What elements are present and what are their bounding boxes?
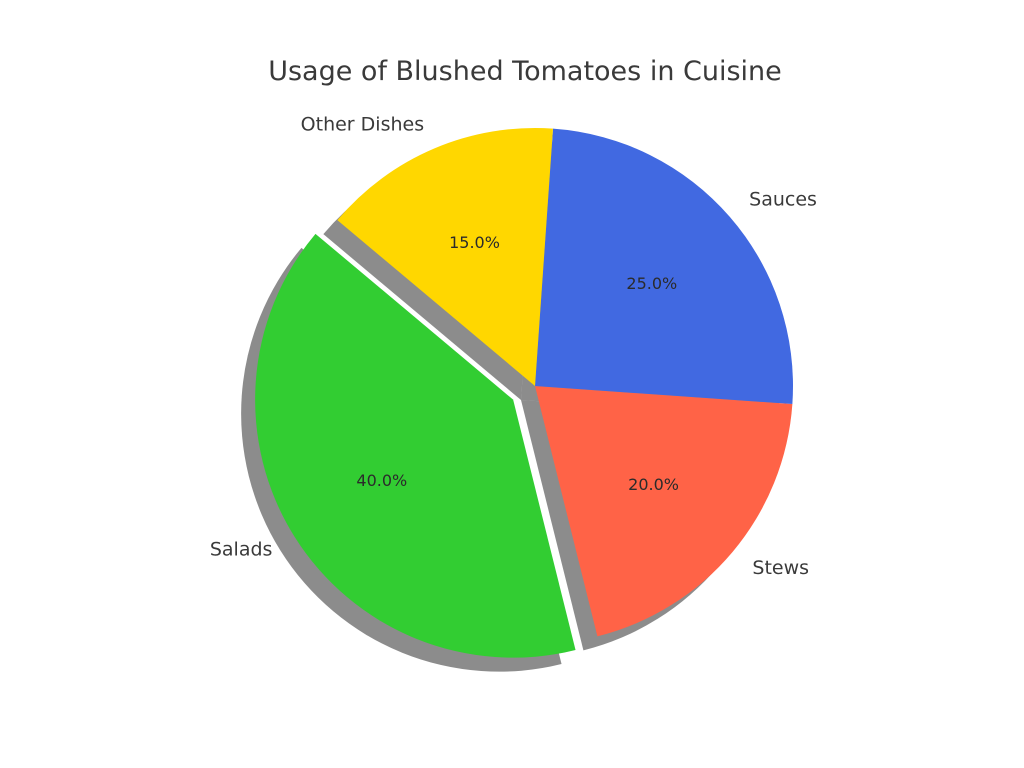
slice-layer [255,128,793,658]
slice-percent-sauces: 25.0% [626,274,677,293]
slice-stews [535,386,793,637]
slice-percent-salads: 40.0% [356,471,407,490]
slice-other-dishes [337,128,553,386]
slice-label-sauces: Sauces [749,188,817,210]
chart-title: Usage of Blushed Tomatoes in Cuisine [268,56,782,87]
slice-percent-stews: 20.0% [628,475,679,494]
slice-sauces [535,128,793,404]
slice-label-stews: Stews [752,557,809,579]
slice-label-other-dishes: Other Dishes [301,113,424,135]
slice-label-salads: Salads [210,539,273,561]
slice-salads [255,233,576,658]
slice-percent-other-dishes: 15.0% [449,233,500,252]
label-layer: Salads 40.0% Stews 20.0% Sauces 25.0% Other Di… [210,113,817,579]
